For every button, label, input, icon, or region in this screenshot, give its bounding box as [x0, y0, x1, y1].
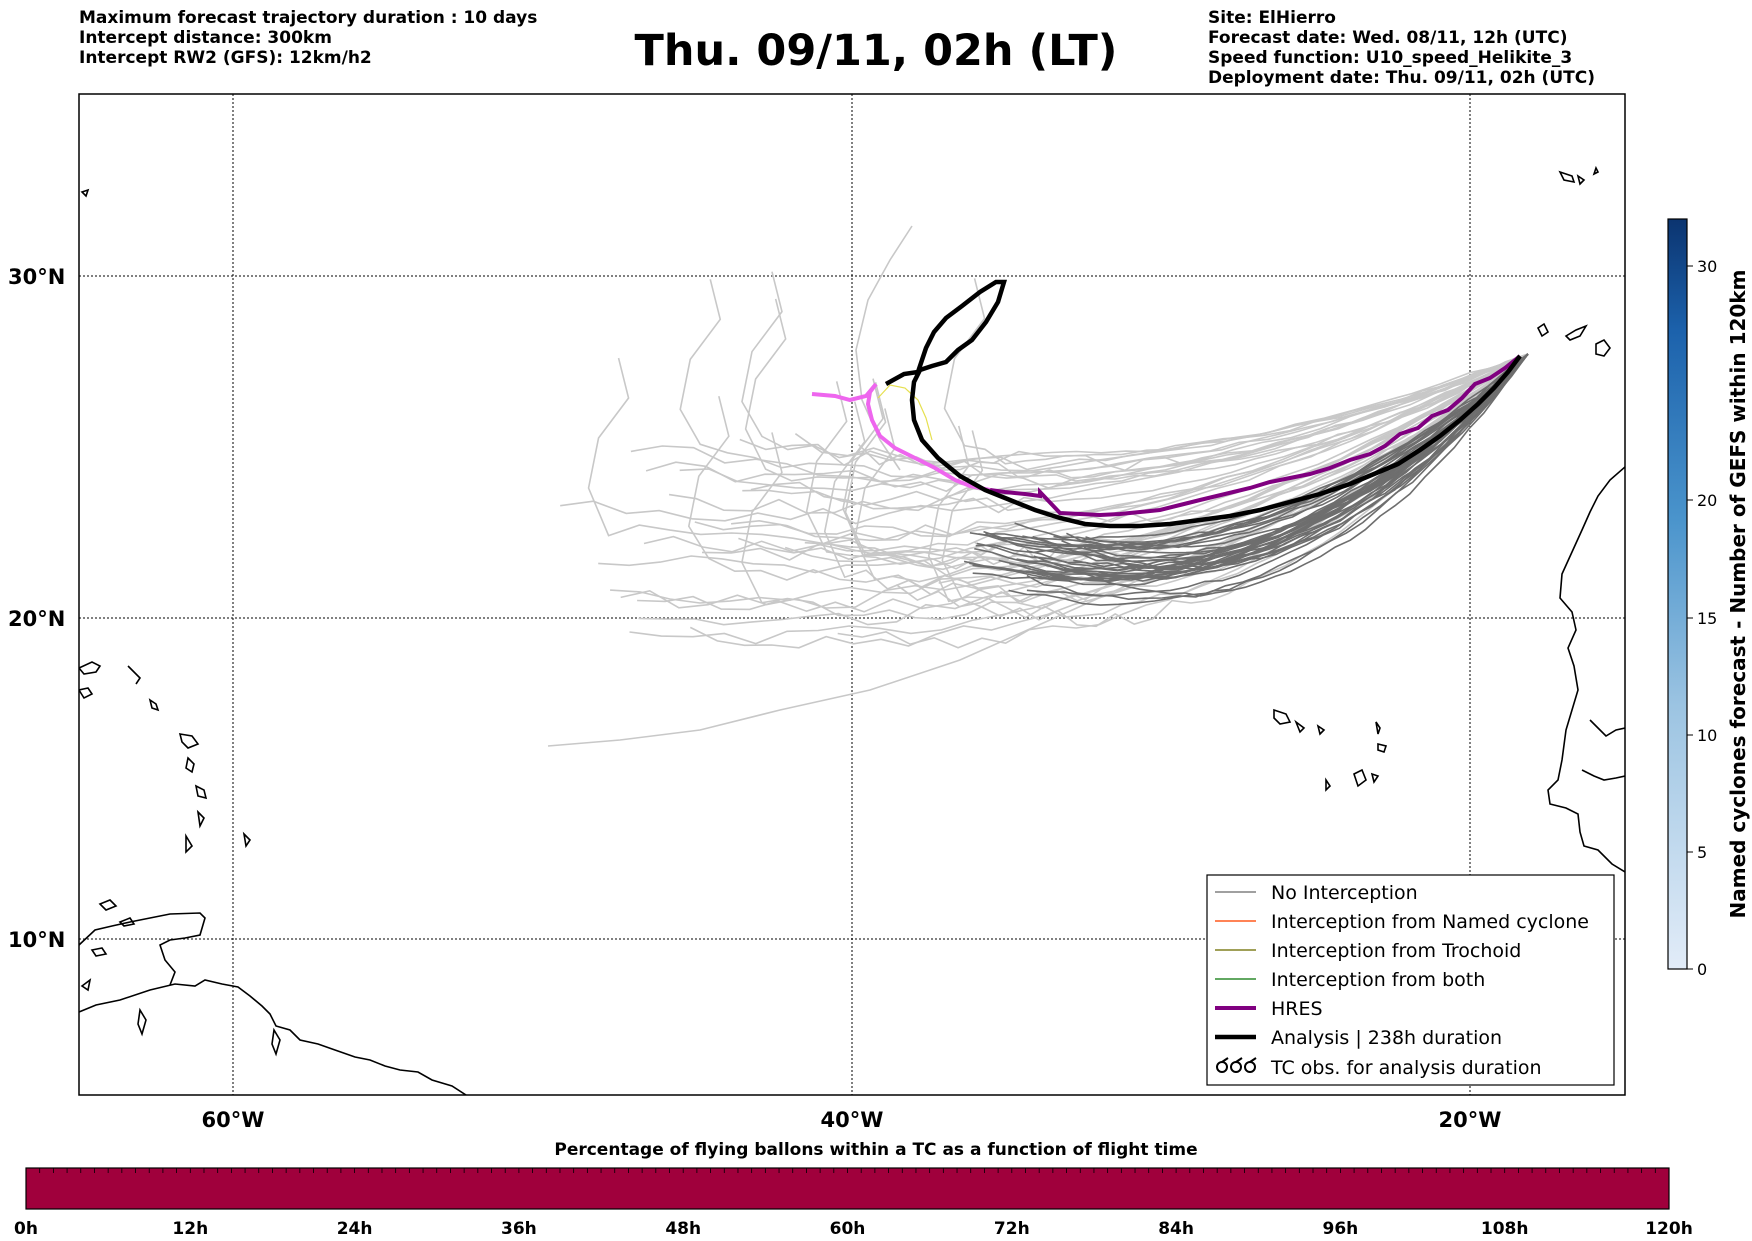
lon-label-40w: 40°W — [821, 1108, 884, 1132]
time-bar-tick-label: 108h — [1481, 1219, 1529, 1239]
ensemble-trajectory — [976, 353, 1529, 568]
page-title: Thu. 09/11, 02h (LT) — [634, 26, 1118, 76]
time-bar-tick-label: 60h — [830, 1219, 866, 1239]
hres-trajectory-extension — [811, 382, 991, 492]
colorbar-tick-5: 5 — [1697, 843, 1707, 862]
header-right: Site: ElHierro Forecast date: Wed. 08/11… — [1208, 8, 1595, 88]
forecast-date-text: Forecast date: Wed. 08/11, 12h (UTC) — [1208, 28, 1568, 48]
legend-label-both: Interception from both — [1271, 969, 1485, 991]
time-bar-tick-label: 0h — [14, 1219, 38, 1239]
legend-label-hres: HRES — [1271, 998, 1323, 1020]
speed-function-text: Speed function: U10_speed_Helikite_3 — [1208, 48, 1573, 68]
ensemble-trajectory — [969, 353, 1529, 551]
ensemble-trajectory — [679, 279, 1529, 478]
ensemble-trajectory — [598, 353, 1529, 574]
legend-label-analysis: Analysis | 238h duration — [1271, 1027, 1502, 1049]
time-bar-tick-label: 72h — [994, 1219, 1030, 1239]
legend-label-tc-obs: TC obs. for analysis duration — [1270, 1057, 1542, 1079]
ensemble-trajectory — [1073, 353, 1529, 569]
time-bar-tick-label: 48h — [665, 1219, 701, 1239]
ensemble-trajectory — [645, 353, 1529, 484]
ensemble-trajectory — [975, 353, 1529, 554]
ensemble-trajectory — [643, 353, 1529, 554]
deployment-date-text: Deployment date: Thu. 09/11, 02h (UTC) — [1208, 68, 1595, 88]
ensemble-trajectory — [1026, 353, 1529, 601]
time-bar-tick-label: 24h — [337, 1219, 373, 1239]
lat-label-20n: 20°N — [8, 607, 65, 631]
colorbar-tick-20: 20 — [1697, 491, 1717, 510]
time-bar-tick-label: 84h — [1158, 1219, 1194, 1239]
map-frame — [78, 93, 1626, 1096]
time-bar-title: Percentage of flying ballons within a TC… — [554, 1140, 1198, 1160]
ensemble-trajectory — [1014, 353, 1529, 546]
ensemble-trajectory — [1026, 353, 1529, 597]
ensemble-trajectory — [855, 225, 913, 471]
legend-label-trochoid: Interception from Trochoid — [1271, 940, 1521, 962]
colorbar-tick-0: 0 — [1697, 960, 1707, 979]
time-bar-tick-label: 120h — [1645, 1219, 1693, 1239]
ensemble-trajectory — [679, 353, 1529, 492]
ensemble-trajectory — [804, 353, 1529, 557]
legend: No Interception Interception from Named … — [1206, 874, 1615, 1086]
legend-label-named-cyclone: Interception from Named cyclone — [1271, 911, 1589, 933]
cyclone-colorbar: 0 5 10 15 20 30 Named cyclones forecast … — [1667, 218, 1750, 979]
site-text: Site: ElHierro — [1208, 8, 1336, 28]
time-bar-tick-label: 96h — [1323, 1219, 1359, 1239]
time-bar: 0h 12h 24h 36h 48h 60h 72h 84h 96h 108h 120h — [14, 1167, 1693, 1239]
max-duration-text: Maximum forecast trajectory duration : 1… — [79, 8, 538, 28]
lon-label-20w: 20°W — [1439, 1108, 1502, 1132]
legend-label-no-interception: No Interception — [1271, 882, 1418, 904]
colorbar-gradient — [1667, 218, 1688, 970]
hres-trajectory — [989, 354, 1522, 518]
colorbar-tick-30: 30 — [1697, 257, 1717, 276]
colorbar-label: Named cyclones forecast - Number of GEFS… — [1726, 270, 1750, 919]
time-bar-tick-label: 12h — [172, 1219, 208, 1239]
colorbar-tick-10: 10 — [1697, 726, 1717, 745]
legend-box — [1206, 874, 1615, 1086]
lat-label-10n: 10°N — [8, 928, 65, 952]
analysis-trajectory — [884, 279, 1522, 529]
intercept-rw2-text: Intercept RW2 (GFS): 12km/h2 — [79, 48, 372, 68]
ensemble-trajectory — [983, 353, 1529, 548]
ensemble-trajectory — [741, 271, 1529, 470]
header-left: Maximum forecast trajectory duration : 1… — [79, 8, 537, 68]
intercept-distance-text: Intercept distance: 300km — [79, 28, 332, 48]
colorbar-tick-15: 15 — [1697, 609, 1717, 628]
lon-label-60w: 60°W — [202, 1108, 265, 1132]
coastlines — [79, 165, 1625, 1095]
time-bar-fill — [25, 1167, 1670, 1210]
ensemble-trajectory — [1033, 353, 1529, 582]
tc-obs-icon — [1216, 1057, 1257, 1073]
lat-label-30n: 30°N — [8, 265, 65, 289]
time-bar-tick-label: 36h — [501, 1219, 537, 1239]
ensemble-trajectory — [1016, 353, 1529, 580]
